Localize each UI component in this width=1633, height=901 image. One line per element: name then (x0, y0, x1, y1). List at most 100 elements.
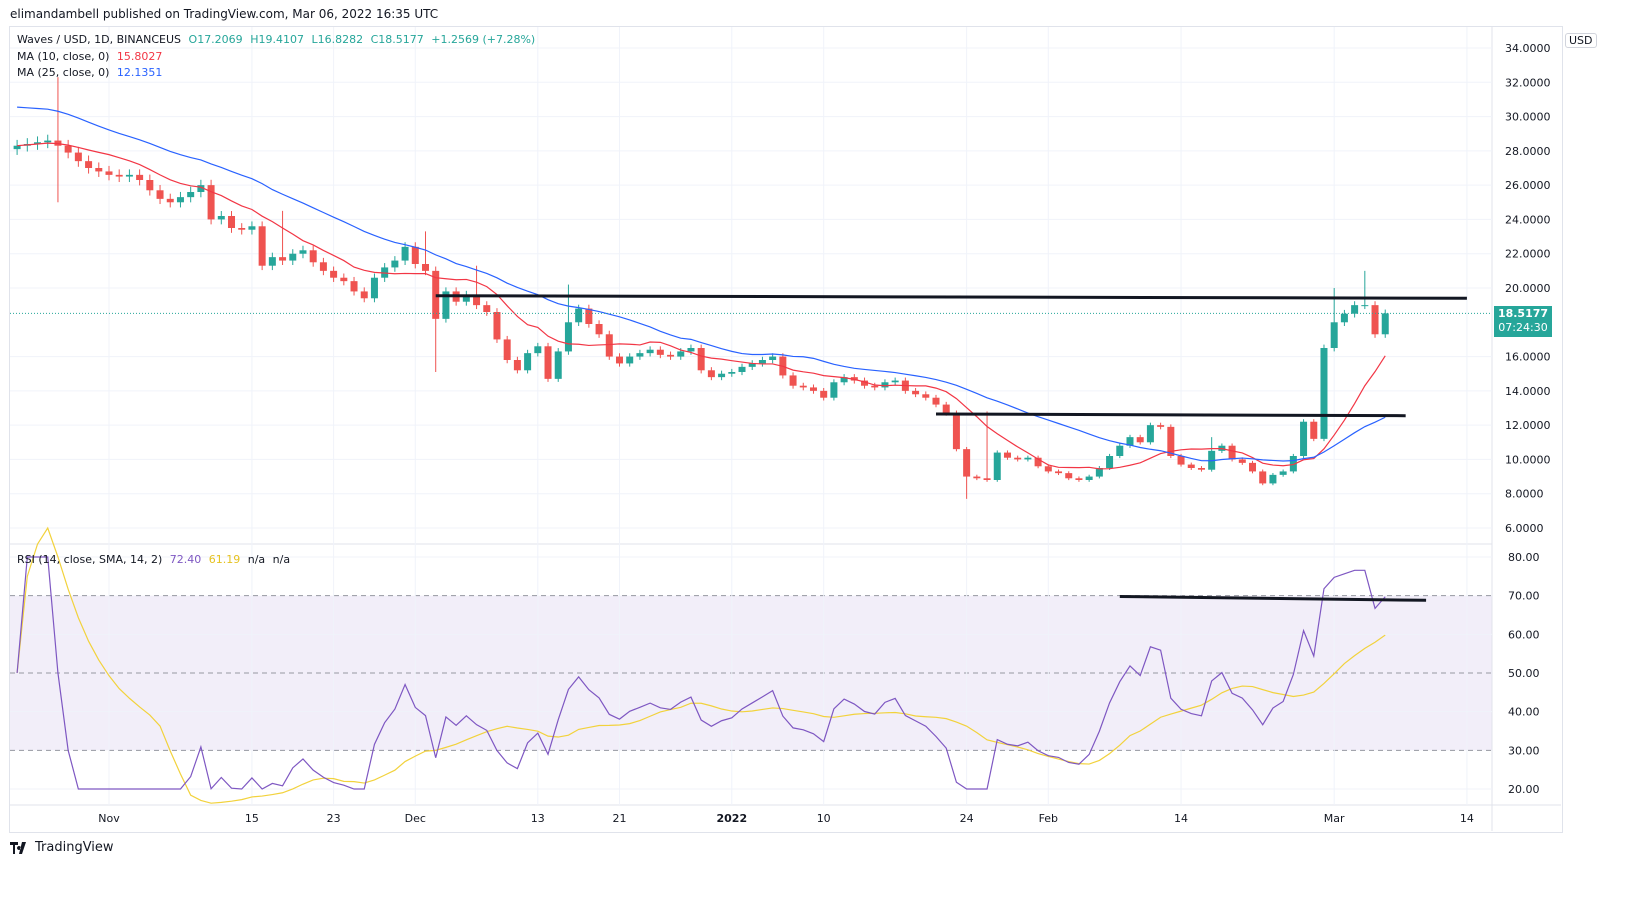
chart-frame[interactable] (9, 26, 1563, 833)
candle (626, 353, 634, 367)
candle (830, 379, 838, 401)
candle (340, 273, 348, 286)
candle (1269, 472, 1277, 486)
price-tick-label: 20.0000 (1505, 282, 1551, 295)
ma10-legend[interactable]: MA (10, close, 0) 15.8027 (17, 50, 166, 63)
candle (1167, 424, 1175, 459)
candle (656, 346, 664, 359)
price-tick-label: 8.0000 (1505, 488, 1544, 501)
candle (1157, 422, 1165, 430)
candle (891, 377, 899, 386)
candle-body (1075, 478, 1083, 480)
candle (667, 351, 675, 360)
candle-body (973, 476, 981, 479)
candle (238, 223, 246, 235)
candle-body (34, 142, 42, 144)
rsi-tick-label: 70.00 (1508, 590, 1540, 603)
rsi-legend[interactable]: RSI (14, close, SMA, 14, 2) 72.40 61.19 … (17, 553, 294, 566)
candle-body (636, 353, 644, 357)
price-tick-label: 10.0000 (1505, 453, 1551, 466)
candle-body (1289, 456, 1297, 472)
candle (64, 139, 72, 159)
candle-body (1381, 313, 1389, 335)
price-tick-label: 32.0000 (1505, 76, 1551, 89)
candle-body (1310, 421, 1318, 439)
trendline-rsi (1119, 594, 1427, 602)
candle (217, 211, 225, 225)
candle-body (187, 192, 195, 198)
rsi-tick-label: 80.00 (1508, 551, 1540, 564)
candle (585, 304, 593, 328)
candle-body (289, 253, 297, 261)
candle (718, 370, 726, 381)
candle-body (718, 373, 726, 378)
candle-body (871, 385, 879, 388)
candle (1044, 464, 1052, 474)
candle-body (513, 360, 521, 371)
candle (1187, 462, 1195, 470)
footer-brand[interactable]: TradingView (10, 840, 114, 855)
time-tick-label: 14 (1174, 812, 1188, 825)
candle (952, 410, 960, 452)
candle (932, 394, 940, 408)
candle-body (1320, 348, 1328, 439)
candle-body (942, 404, 950, 414)
price-tick-label: 22.0000 (1505, 248, 1551, 261)
candle-body (564, 322, 572, 352)
time-tick-label: 23 (327, 812, 341, 825)
currency-badge[interactable]: USD (1565, 33, 1597, 48)
candle-body (1300, 421, 1308, 456)
candle-body (758, 360, 766, 364)
candle-body (483, 305, 491, 312)
candle-body (1330, 322, 1338, 348)
candle-body (983, 478, 991, 480)
candle (432, 266, 440, 372)
candle (554, 348, 562, 382)
candle (411, 242, 419, 269)
candle-body (738, 366, 746, 372)
candle (728, 368, 736, 377)
candle-body (1259, 471, 1267, 484)
candle-body (1126, 437, 1134, 446)
time-tick-label: Mar (1324, 812, 1345, 825)
candle (1371, 301, 1379, 338)
candle-body (74, 152, 82, 162)
candle (1136, 434, 1144, 445)
price-tick-label: 12.0000 (1505, 419, 1551, 432)
candle-body (268, 257, 276, 266)
candle (871, 382, 879, 391)
last-price-label: 18.5177 07:24:30 (1494, 306, 1552, 337)
ma25-label: MA (25, close, 0) (17, 66, 110, 79)
symbol-title[interactable]: Waves / USD, 1D, BINANCEUS (17, 33, 182, 46)
candle-body (44, 140, 52, 143)
ma25-legend[interactable]: MA (25, close, 0) 12.1351 (17, 66, 166, 79)
candle (228, 211, 236, 233)
candle-body (64, 145, 72, 153)
candle (401, 242, 409, 266)
candle (799, 382, 807, 391)
time-tick-label: 24 (960, 812, 974, 825)
candle (85, 155, 93, 174)
time-tick-label: Dec (405, 812, 426, 825)
price-tick-label: 34.0000 (1505, 42, 1551, 55)
candle (156, 184, 164, 205)
candle-body (146, 180, 154, 191)
time-tick-label: 2022 (716, 812, 747, 825)
candle-body (422, 264, 429, 271)
rsi-label: RSI (14, close, SMA, 14, 2) (17, 553, 163, 566)
candle-body (1177, 456, 1185, 465)
candle (615, 353, 623, 367)
candle (544, 342, 552, 382)
candle (483, 301, 491, 316)
candle-body (932, 397, 940, 405)
candle (1126, 434, 1134, 448)
symbol-legend: Waves / USD, 1D, BINANCEUS O17.2069 H19.… (17, 33, 539, 46)
candle-body (707, 370, 715, 378)
candle-body (922, 394, 930, 398)
publisher-line: elimandambell published on TradingView.c… (10, 7, 439, 21)
candle (912, 387, 920, 398)
rsi-value: 72.40 (169, 553, 202, 566)
candle (289, 249, 297, 266)
candle-body (1249, 462, 1257, 472)
